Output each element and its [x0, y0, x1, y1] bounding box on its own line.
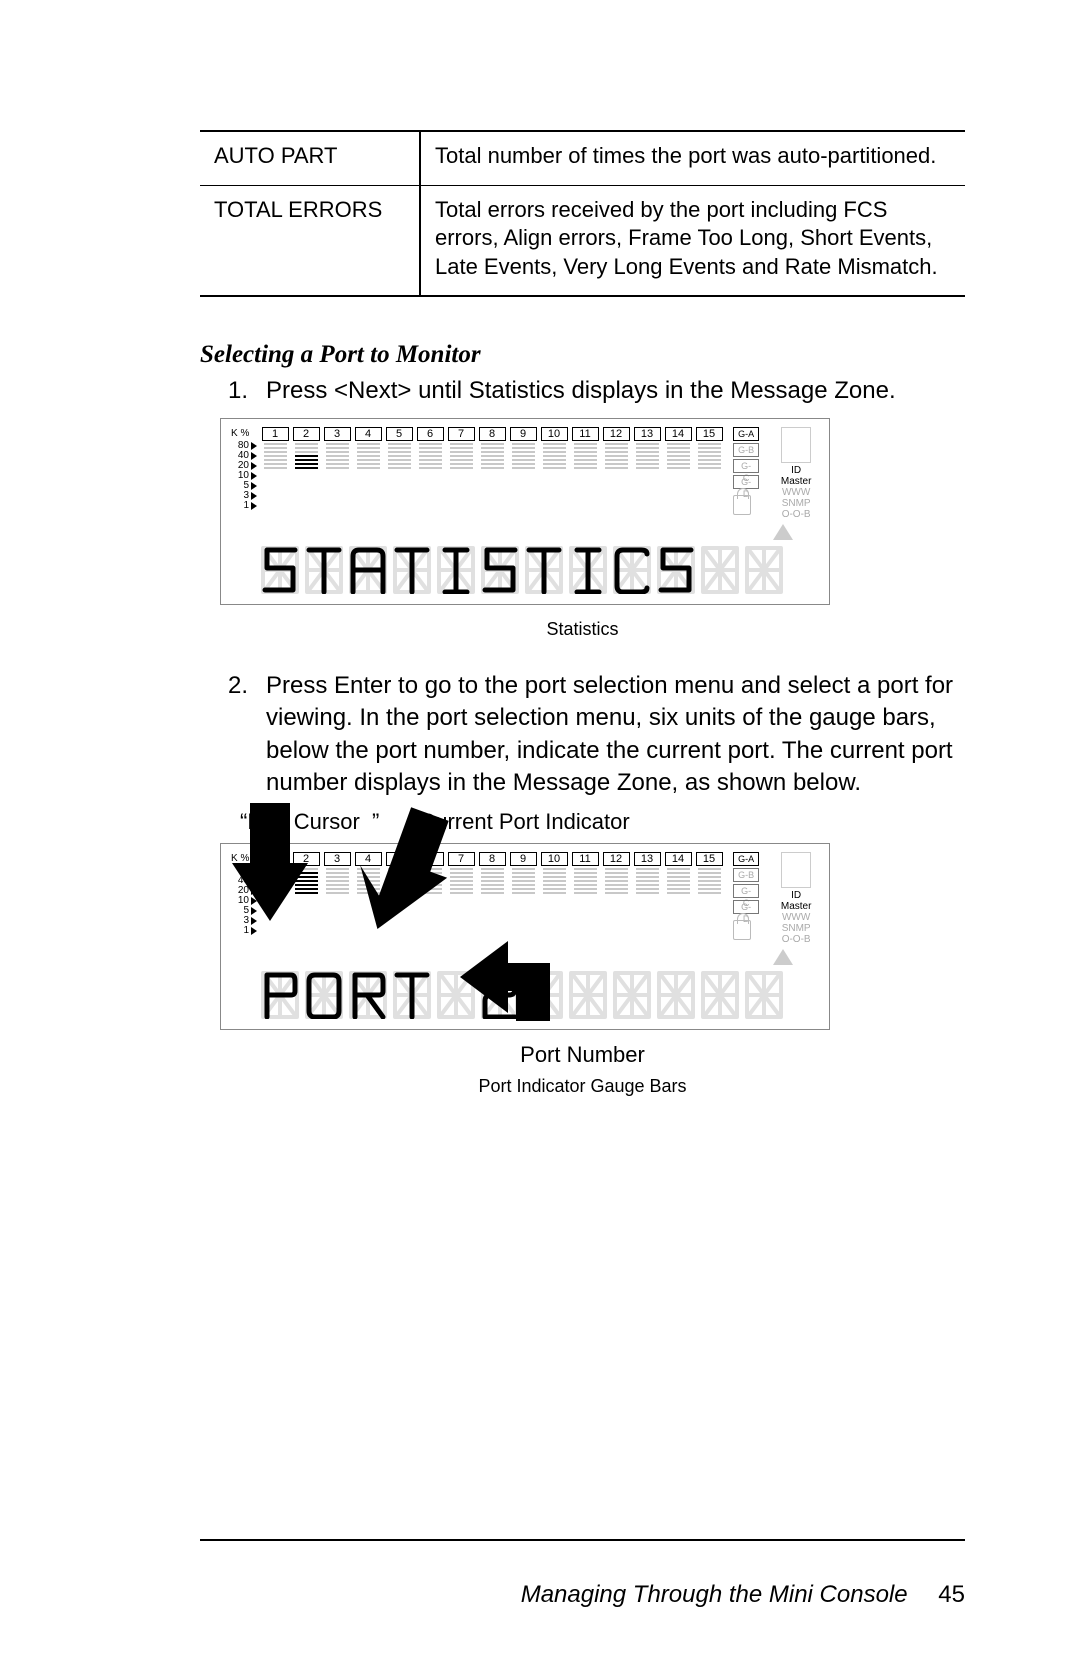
seg14-char [569, 971, 607, 1019]
table-row: AUTO PART Total number of times the port… [200, 131, 965, 185]
term-cell: TOTAL ERRORS [200, 185, 420, 295]
label-port-number: Port Number [200, 1042, 965, 1068]
seg14-char [657, 971, 695, 1019]
seg14-char [701, 971, 739, 1019]
arrow-port-cursor-icon [220, 803, 310, 923]
seg14-char [701, 546, 739, 594]
seg14-char [393, 546, 431, 594]
label-current-port-indicator: Current Port Indicator [419, 809, 629, 835]
seg14-char [745, 546, 783, 594]
lcd-group-indicators: G-AG-BG-CG-D [733, 852, 759, 940]
lcd-port-columns: 123456789101112131415 [261, 427, 723, 469]
caption-statistics: Statistics [200, 619, 965, 640]
list-text: Press Enter to go to the port selection … [266, 670, 965, 800]
list-number: 1. [228, 375, 256, 407]
seg14-char [349, 971, 387, 1019]
lock-icon [733, 495, 751, 515]
seg14-char [657, 546, 695, 594]
seg14-char [349, 546, 387, 594]
warning-icon [773, 949, 793, 965]
lcd-scale: K %80402010531 [231, 429, 257, 511]
seg14-char [261, 971, 299, 1019]
seg14-char [613, 546, 651, 594]
list-item: 2. Press Enter to go to the port selecti… [228, 670, 965, 800]
seg14-char [305, 971, 343, 1019]
list-number: 2. [228, 670, 256, 800]
desc-cell: Total errors received by the port includ… [420, 185, 965, 295]
seg14-char [393, 971, 431, 1019]
arrow-port-number-icon [460, 933, 550, 1053]
footer-title: Managing Through the Mini Console [521, 1581, 908, 1608]
arrow-port-indicator-icon [340, 807, 450, 937]
lcd-message-zone [261, 546, 819, 594]
desc-cell: Total number of times the port was auto-… [420, 131, 965, 185]
seg14-char [569, 546, 607, 594]
lock-icon [733, 920, 751, 940]
lcd-group-indicators: G-AG-BG-CG-D [733, 427, 759, 515]
definitions-table: AUTO PART Total number of times the port… [200, 130, 965, 297]
warning-icon [773, 524, 793, 540]
table-row: TOTAL ERRORS Total errors received by th… [200, 185, 965, 295]
seg14-char [613, 971, 651, 1019]
list-item: 1. Press <Next> until Statistics display… [228, 375, 965, 407]
page-footer: Managing Through the Mini Console 45 [0, 1539, 1080, 1609]
seg14-char [525, 546, 563, 594]
footer-page-number: 45 [938, 1581, 965, 1608]
seg14-char [261, 546, 299, 594]
lcd-id-panel: ID MasterWWWSNMPO-O-B [773, 427, 819, 540]
term-cell: AUTO PART [200, 131, 420, 185]
caption-port-gauge: Port Indicator Gauge Bars [200, 1076, 965, 1097]
list-text: Press <Next> until Statistics displays i… [266, 375, 896, 407]
seg14-char [745, 971, 783, 1019]
seg14-char [305, 546, 343, 594]
seg14-char [437, 546, 475, 594]
lcd-display-statistics: K %80402010531123456789101112131415 G-AG-… [220, 418, 830, 605]
seg14-char [481, 546, 519, 594]
lcd-id-panel: ID MasterWWWSNMPO-O-B [773, 852, 819, 965]
section-heading: Selecting a Port to Monitor [200, 341, 965, 369]
lcd-port-columns: 123456789101112131415 [261, 852, 723, 894]
